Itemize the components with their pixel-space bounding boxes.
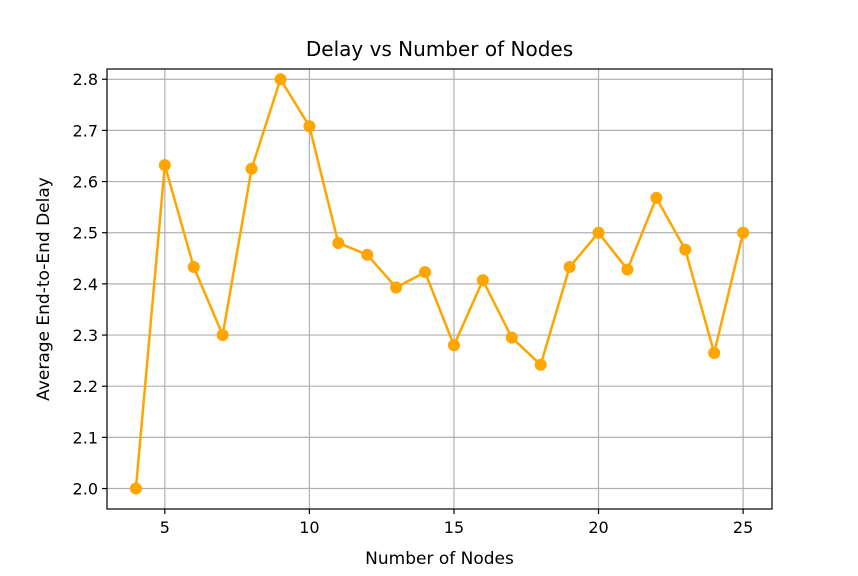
data-point <box>274 73 287 86</box>
data-point <box>303 120 316 133</box>
data-point <box>419 266 432 279</box>
data-point <box>216 329 229 342</box>
y-axis-ticks: 2.0 2.1 2.2 2.3 2.4 2.5 2.6 2.7 2.8 <box>73 70 107 499</box>
data-point <box>592 226 605 239</box>
data-point <box>534 358 547 371</box>
data-point <box>390 281 403 294</box>
data-point <box>361 248 374 261</box>
x-tick-label: 25 <box>733 518 753 537</box>
x-tick-label: 15 <box>444 518 464 537</box>
data-point <box>187 261 200 273</box>
chart-title: Delay vs Number of Nodes <box>306 37 573 61</box>
data-point <box>129 482 142 495</box>
y-tick-label: 2.1 <box>73 428 98 447</box>
x-tick-label: 10 <box>299 518 319 537</box>
y-tick-label: 2.3 <box>73 326 98 345</box>
data-point <box>563 261 576 273</box>
x-axis-ticks: 5 10 15 20 25 <box>160 509 753 537</box>
data-point <box>621 263 634 276</box>
data-point <box>158 159 171 172</box>
data-point <box>332 236 345 249</box>
data-point <box>476 274 489 287</box>
y-tick-label: 2.0 <box>73 480 98 499</box>
data-point <box>679 243 692 256</box>
data-point <box>650 191 663 204</box>
plot-area-frame <box>106 68 773 510</box>
x-axis-label: Number of Nodes <box>365 549 514 569</box>
data-point <box>245 162 258 175</box>
data-point <box>708 346 721 359</box>
data-point <box>505 331 518 344</box>
y-tick-label: 2.5 <box>73 224 98 243</box>
y-tick-label: 2.8 <box>73 70 98 89</box>
series-line <box>134 77 745 489</box>
data-point <box>737 226 750 239</box>
y-tick-label: 2.6 <box>73 173 98 192</box>
y-tick-label: 2.7 <box>73 121 98 140</box>
x-tick-label: 5 <box>160 518 170 537</box>
y-tick-label: 2.2 <box>73 377 98 396</box>
y-tick-label: 2.4 <box>73 275 98 294</box>
x-tick-label: 20 <box>588 518 608 537</box>
grid-lines <box>107 69 772 509</box>
series-group <box>129 73 750 495</box>
data-point <box>447 339 460 352</box>
y-axis-label: Average End-to-End Delay <box>34 177 54 401</box>
